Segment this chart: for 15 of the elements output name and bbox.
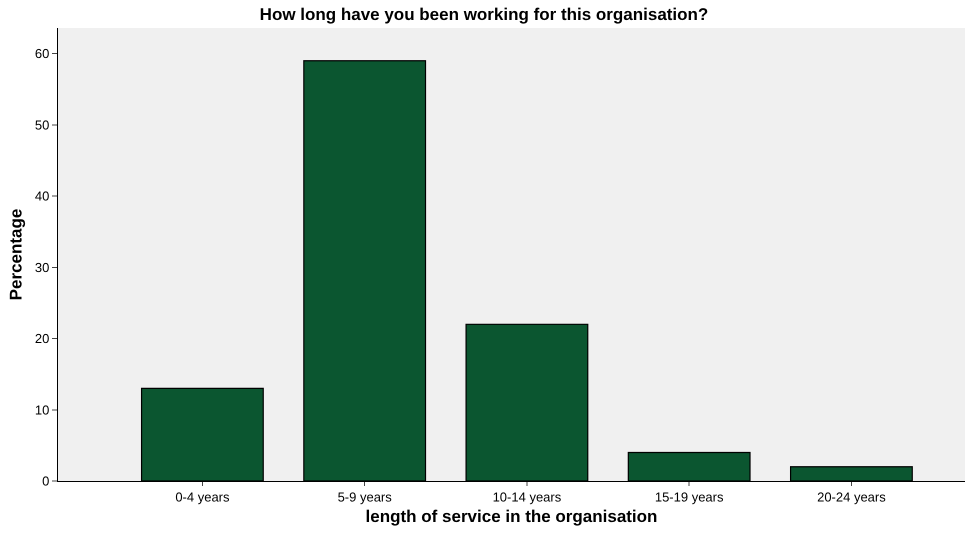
chart-title: How long have you been working for this organisation? <box>260 4 708 24</box>
y-tick-label: 0 <box>42 474 50 489</box>
y-axis-title: Percentage <box>6 208 26 300</box>
y-tick-label: 40 <box>34 188 50 204</box>
x-tick-label: 15-19 years <box>654 490 724 505</box>
y-tick-label: 50 <box>34 117 50 132</box>
y-tick-label: 20 <box>34 331 50 346</box>
y-tick-label: 10 <box>34 402 50 418</box>
y-tick-label: 30 <box>34 260 50 275</box>
y-tick-label: 60 <box>34 46 50 62</box>
x-axis-title: length of service in the organisation <box>366 507 658 526</box>
x-tick-label: 10-14 years <box>492 490 562 505</box>
x-tick-label: 20-24 years <box>817 490 886 505</box>
x-tick-label: 5-9 years <box>338 490 392 505</box>
x-tick-label: 0-4 years <box>175 490 230 505</box>
